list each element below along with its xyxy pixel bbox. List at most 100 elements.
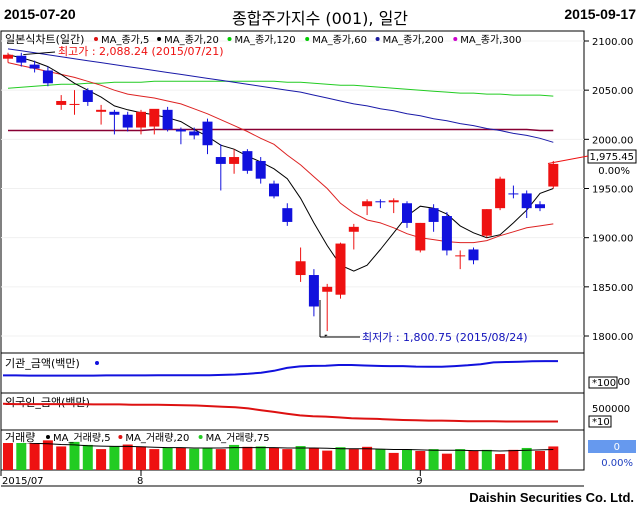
y-tick-label: 1850.00: [592, 283, 633, 294]
candle: [508, 185, 519, 199]
candle-body: [189, 131, 200, 136]
candle-body: [96, 109, 107, 112]
ma-120-line: [7, 48, 554, 143]
candle-body: [42, 70, 53, 84]
stock-chart[interactable]: 1800.00 1850.00 1900.00 1950.00 2000.00 2050.…: [0, 30, 640, 492]
inst-unit-box: [588, 376, 618, 389]
candle: [16, 52, 27, 67]
candle-body: [495, 178, 506, 209]
volume-bar: [162, 447, 173, 470]
volume-bar: [308, 447, 319, 470]
volume-bar: [335, 447, 346, 470]
legend-label: MA_종가,120: [235, 34, 296, 46]
chart-title: 종합주가지수 (001), 일간: [231, 9, 409, 28]
y-tick-label: 2050.00: [592, 86, 633, 97]
y-tick-label: 2100.00: [592, 37, 633, 48]
end-date: 2015-09-17: [564, 6, 636, 22]
candle-body: [402, 203, 412, 223]
legend-label: MA_종가,300: [460, 34, 521, 46]
volume-bar: [402, 449, 412, 470]
candle: [82, 88, 93, 106]
volume-bar: [282, 449, 293, 470]
candle: [535, 201, 545, 212]
volume-bar: [122, 444, 133, 470]
inst-series-line: [3, 360, 558, 377]
candle: [215, 144, 226, 191]
volume-bar: [295, 446, 306, 470]
volume-bar: [69, 441, 80, 470]
volume-bar: [136, 446, 146, 470]
volume-legend-label: MA_거래량,5: [53, 432, 111, 444]
volume-bar: [56, 446, 67, 470]
x-tick-label: 8: [137, 476, 143, 487]
volume-badge-pct: 0.00%: [601, 458, 633, 469]
legend-label: MA_종가,20: [164, 34, 219, 46]
price-pane-title: 일본식차트(일간): [5, 32, 84, 46]
x-tick-label: 2015/07: [2, 476, 44, 487]
legend-label: MA_종가,5: [101, 34, 149, 46]
candle-body: [282, 208, 293, 222]
candle: [308, 269, 319, 317]
volume-bar: [215, 449, 226, 470]
candles: [3, 52, 559, 332]
volume-bar: [229, 444, 240, 470]
volume-bar: [149, 449, 160, 470]
candle: [402, 201, 412, 228]
volume-bar: [42, 440, 53, 470]
volume-bar: [348, 449, 359, 470]
candle: [109, 109, 120, 135]
candle-body: [468, 249, 479, 261]
candle: [136, 109, 146, 135]
candle: [295, 247, 306, 282]
ma-20-line: [7, 62, 554, 244]
last-price-box: 1,975.45 0.00%: [547, 149, 637, 177]
foreign-series-line: [2, 402, 558, 423]
candle-body: [308, 275, 319, 307]
candle-body: [3, 54, 13, 59]
candle-body: [215, 157, 226, 164]
volume-bar: [322, 450, 333, 470]
volume-bar: [388, 452, 399, 470]
candle: [255, 157, 266, 184]
price-legend: 일본식차트(일간) MA_종가,5 MA_종가,20 MA_종가,120 MA_종가,6…: [5, 32, 521, 46]
volume-legend-dot: [118, 435, 123, 439]
volume-bar: [175, 447, 186, 470]
low-label: 최저가 : 1,800.75 (2015/08/24): [362, 331, 528, 344]
last-price-label: 1,975.45: [589, 152, 634, 163]
volume-bar: [269, 447, 279, 470]
annotations: 최고가 : 2,088.24 (2015/07/21) 최저가 : 1,800.7…: [23, 45, 528, 344]
candle-body: [162, 109, 173, 130]
volume-bar: [96, 449, 107, 470]
volume-badge: [588, 440, 636, 453]
volume-legend-label: MA_거래량,20: [125, 432, 189, 444]
low-marker: [324, 334, 328, 337]
candle-body: [335, 243, 346, 295]
volume-bar: [189, 448, 200, 470]
legend-dot: [305, 37, 310, 41]
candle: [96, 104, 107, 125]
volume-legend-dot: [198, 435, 203, 439]
candle: [202, 118, 213, 155]
volume-bar: [508, 449, 519, 470]
candle-body: [322, 286, 333, 292]
candle-body: [269, 183, 279, 197]
candle: [388, 198, 399, 214]
candle-body: [242, 151, 253, 171]
candle-body: [508, 193, 519, 195]
company-footer: Daishin Securities Co. Ltd.: [469, 490, 634, 505]
candle: [375, 199, 386, 209]
high-label: 최고가 : 2,088.24 (2015/07/21): [58, 45, 224, 58]
foreign-ytick: 500000: [592, 404, 630, 415]
volume-bar: [82, 444, 93, 470]
x-tick-label: 9: [416, 476, 422, 487]
candle-body: [348, 226, 359, 232]
candle: [29, 60, 40, 73]
volume-legend-dot: [46, 435, 50, 439]
y-tick-label: 1800.00: [592, 332, 633, 343]
candle: [362, 199, 373, 216]
candle: [548, 160, 559, 189]
high-callout-line: [23, 51, 56, 56]
volume-bar: [255, 446, 266, 470]
legend-dot: [453, 37, 458, 41]
candle-body: [415, 222, 426, 251]
